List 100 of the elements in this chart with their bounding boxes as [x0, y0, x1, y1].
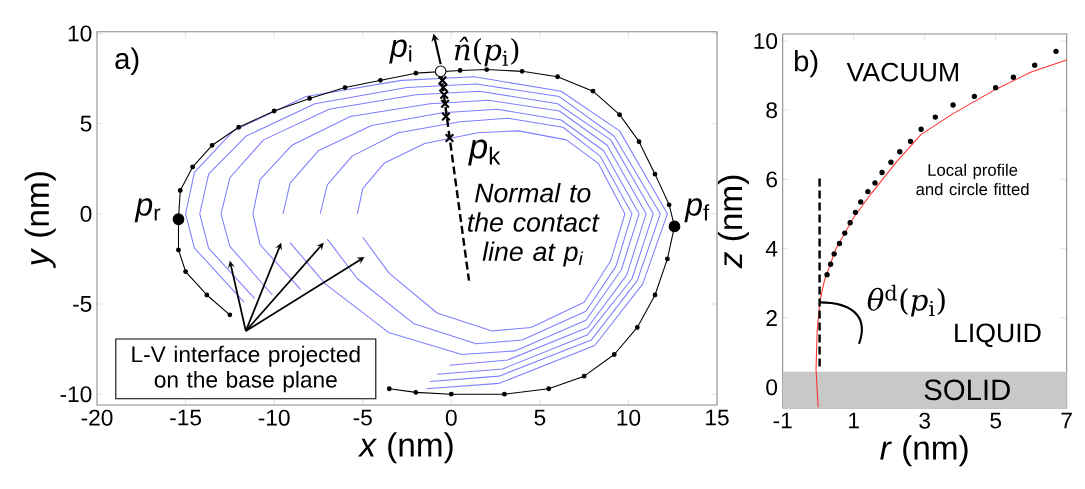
annotation: b) — [794, 49, 818, 78]
annotation: p$_{i}$ — [389, 39, 412, 64]
point — [438, 82, 449, 93]
annotation: θ$^{d}$(p$_{i}$) — [867, 284, 945, 317]
annotation: L-V interface projected on the base plane — [132, 345, 360, 393]
point — [652, 292, 658, 298]
x-tick-label: -15 — [170, 409, 201, 426]
point — [858, 199, 864, 205]
point — [950, 102, 956, 108]
point — [437, 75, 448, 86]
point — [581, 373, 587, 379]
point — [842, 230, 848, 236]
point — [992, 85, 999, 91]
x-tick-label: 1 — [849, 412, 859, 429]
point — [441, 111, 451, 122]
annotation: a) — [115, 47, 139, 75]
y-tick-label: 10 — [754, 32, 778, 49]
point — [636, 139, 642, 145]
point — [434, 65, 447, 78]
point — [236, 124, 242, 130]
x-axis-title: x (nm) — [357, 432, 453, 464]
x-tick-label: -20 — [81, 409, 113, 426]
point — [519, 68, 525, 74]
point — [457, 68, 463, 73]
point — [209, 142, 215, 148]
x-tick-label: 5 — [534, 409, 546, 426]
point — [665, 256, 670, 262]
x-tick-label: 3 — [919, 412, 930, 429]
point — [378, 77, 383, 83]
point — [865, 188, 871, 195]
x-tick-label: 15 — [706, 409, 729, 426]
point — [204, 292, 210, 298]
point — [448, 391, 454, 397]
point — [888, 159, 894, 165]
point — [484, 67, 490, 72]
point — [897, 149, 903, 155]
point — [1010, 74, 1017, 80]
point — [617, 112, 622, 118]
band-label: SOLID — [924, 379, 1010, 401]
point — [177, 187, 183, 193]
point — [546, 386, 552, 392]
point — [190, 164, 196, 170]
point — [227, 312, 233, 318]
y-tick-label: -5 — [73, 296, 92, 312]
x-axis-title: r (nm) — [880, 435, 968, 467]
x-tick-label: 5 — [990, 412, 1002, 429]
point — [666, 202, 672, 208]
y-tick-label: -10 — [60, 386, 92, 403]
annotation: p$_{r}$ — [134, 198, 161, 223]
point — [971, 93, 978, 99]
point — [555, 74, 560, 80]
point — [1032, 62, 1038, 68]
annotation: n̂(p$_{i}$) — [454, 36, 519, 67]
y-tick-label: 0 — [80, 205, 92, 222]
annotation: p$_{f}$ — [684, 198, 710, 223]
point — [342, 85, 348, 90]
point — [1053, 48, 1059, 54]
point — [590, 88, 596, 94]
point — [847, 220, 853, 226]
point — [918, 126, 924, 132]
x-tick-label: 10 — [617, 409, 641, 426]
y-axis-title: y (nm) — [24, 172, 56, 269]
point — [907, 138, 914, 145]
y-tick-label: 10 — [68, 25, 92, 42]
point — [852, 209, 859, 216]
annotation: Local profile and circle fitted — [916, 163, 1029, 196]
annotation: VACUUM — [846, 62, 958, 82]
point — [413, 389, 419, 395]
point — [413, 70, 419, 76]
point — [183, 269, 188, 274]
annotation: LIQUID — [955, 323, 1041, 348]
annotation: p$_{k}$ — [468, 139, 501, 166]
point — [386, 386, 392, 392]
point — [827, 261, 834, 267]
y-tick-label: 6 — [766, 171, 777, 188]
point — [440, 98, 450, 109]
point — [824, 272, 830, 278]
point — [172, 213, 185, 226]
point — [668, 220, 681, 233]
point — [271, 108, 277, 114]
point — [444, 133, 455, 143]
annotation: Normal to the contact line at p$_{i}$ — [468, 182, 600, 267]
point — [652, 171, 658, 177]
point — [611, 352, 617, 357]
point — [831, 251, 837, 257]
point — [836, 240, 843, 247]
point — [502, 391, 507, 397]
y-tick-label: 0 — [766, 379, 778, 396]
y-tick-label: 8 — [766, 102, 777, 119]
line-series — [356, 130, 626, 332]
line-series — [319, 117, 633, 345]
x-tick-label: -5 — [353, 409, 372, 426]
y-tick-label: 2 — [766, 310, 777, 326]
point — [634, 325, 640, 330]
point — [176, 247, 181, 253]
x-tick-label: 0 — [445, 409, 457, 426]
x-tick-label: -10 — [258, 409, 290, 426]
y-tick-label: 5 — [80, 115, 92, 132]
x-tick-label: -1 — [773, 412, 792, 429]
point — [932, 114, 938, 120]
